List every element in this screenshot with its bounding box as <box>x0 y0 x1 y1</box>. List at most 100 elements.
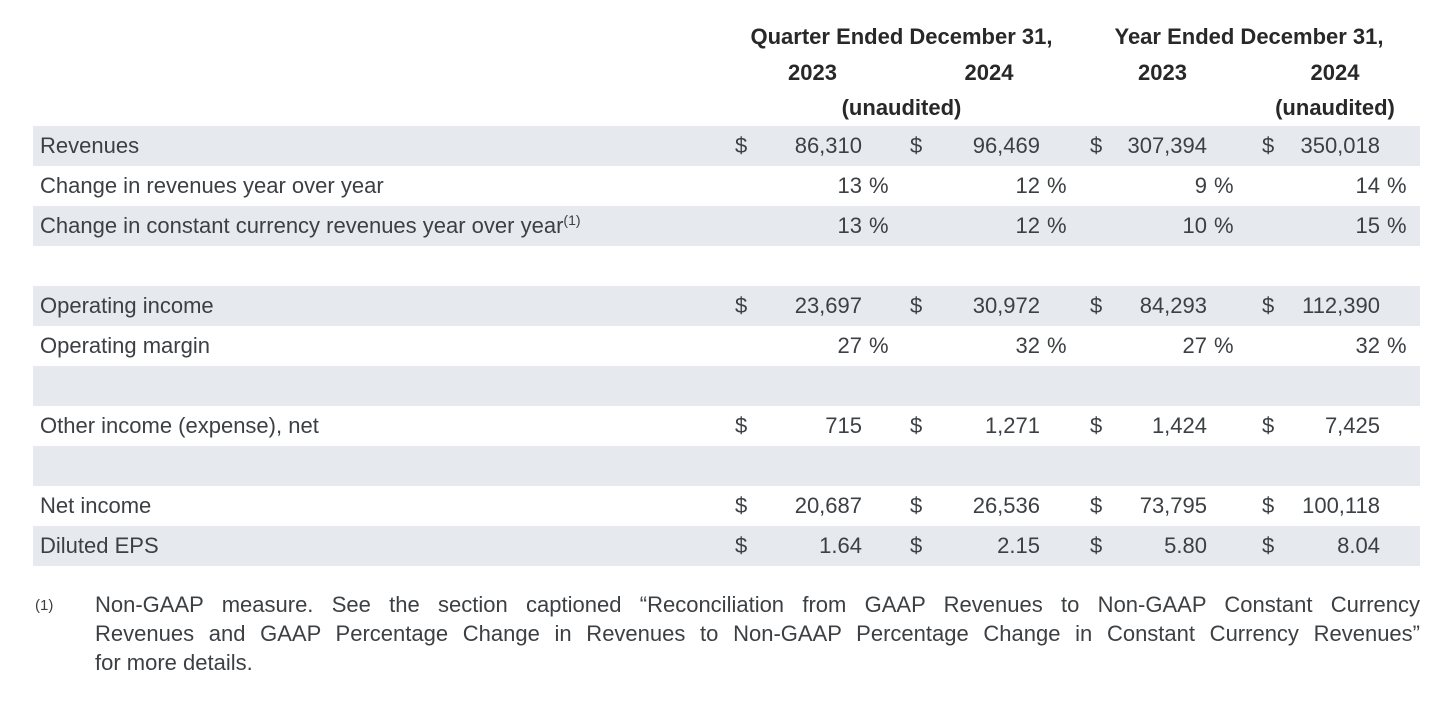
cell-value <box>934 366 1040 406</box>
cell-value <box>759 366 862 406</box>
cell-year-2024: $350,018 <box>1262 126 1408 166</box>
percent-sign <box>1040 486 1068 526</box>
cell-quarter-2024: 12% <box>910 206 1068 246</box>
currency-symbol <box>910 246 934 286</box>
table-row <box>33 366 1420 406</box>
currency-symbol <box>1262 326 1286 366</box>
currency-symbol: $ <box>910 293 923 318</box>
currency-symbol: $ <box>910 413 923 438</box>
currency-symbol <box>735 326 759 366</box>
row-label: Revenues <box>33 126 735 166</box>
currency-symbol <box>1090 326 1114 366</box>
cell-year-2023: $84,293 <box>1090 286 1235 326</box>
cell-value: 96,469 <box>972 133 1040 158</box>
percent-sign <box>1380 486 1408 526</box>
table-row: Operating margin 27% 32% 27% 32% <box>33 326 1420 366</box>
percent-sign: % <box>1387 333 1407 358</box>
table-row: Net income $20,687 $26,536 $73,795 $100,… <box>33 486 1420 526</box>
row-label-text: Revenues <box>40 133 140 158</box>
percent-sign: % <box>1387 173 1407 198</box>
cell-value: 7,425 <box>1324 413 1380 438</box>
cell-year-2023: 27% <box>1090 326 1235 366</box>
percent-sign <box>1380 246 1408 286</box>
unaudited-label-quarter: (unaudited) <box>841 95 962 120</box>
percent-sign <box>862 526 890 566</box>
cell-value: 27 <box>837 333 862 358</box>
table-row: Other income (expense), net $715 $1,271 … <box>33 406 1420 446</box>
cell-quarter-2023: $86,310 <box>735 126 890 166</box>
currency-symbol <box>1262 206 1286 246</box>
row-label <box>33 446 735 486</box>
unaudited-label-year: (unaudited) <box>1275 95 1395 120</box>
percent-sign: % <box>1214 333 1234 358</box>
earnings-summary-document: Quarter Ended December 31, Year Ended De… <box>33 0 1420 677</box>
percent-sign <box>1207 286 1235 326</box>
percent-sign <box>862 446 890 486</box>
percent-sign: % <box>1047 333 1067 358</box>
percent-sign <box>862 486 890 526</box>
currency-symbol: $ <box>1090 293 1103 318</box>
table-row <box>33 446 1420 486</box>
cell-value <box>934 446 1040 486</box>
table-body: Revenues $86,310 $96,469 $307,394 $350,0… <box>33 126 1420 566</box>
currency-symbol: $ <box>910 493 923 518</box>
quarter-ended-title: Quarter Ended December 31, <box>750 24 1053 49</box>
percent-sign <box>1207 526 1235 566</box>
period-title-row: Quarter Ended December 31, Year Ended De… <box>33 18 1420 56</box>
percent-sign <box>1040 366 1068 406</box>
cell-year-2023: $73,795 <box>1090 486 1235 526</box>
currency-symbol <box>910 206 934 246</box>
row-label: Operating income <box>33 286 735 326</box>
currency-symbol: $ <box>1262 293 1275 318</box>
currency-symbol <box>1090 246 1114 286</box>
cell-value <box>934 246 1040 286</box>
cell-value <box>1114 246 1207 286</box>
table-row: Diluted EPS $1.64 $2.15 $5.80 $8.04 <box>33 526 1420 566</box>
currency-symbol <box>910 166 934 206</box>
cell-value: 2.15 <box>997 533 1040 558</box>
currency-symbol: $ <box>1090 533 1103 558</box>
percent-sign <box>1040 286 1068 326</box>
cell-year-2024 <box>1262 446 1408 486</box>
percent-sign <box>1040 246 1068 286</box>
unaudited-row: (unaudited) (unaudited) <box>33 90 1420 126</box>
cell-value: 715 <box>825 413 862 438</box>
cell-quarter-2024: $30,972 <box>910 286 1068 326</box>
currency-symbol: $ <box>1090 413 1103 438</box>
cell-value <box>1114 446 1207 486</box>
footnote-line: Non-GAAP measure. See the section captio… <box>95 592 1420 617</box>
cell-value: 307,394 <box>1127 133 1207 158</box>
cell-year-2023: 10% <box>1090 206 1235 246</box>
cell-value: 9 <box>1194 173 1207 198</box>
cell-value: 32 <box>1355 333 1380 358</box>
currency-symbol: $ <box>735 533 748 558</box>
cell-year-2024: 14% <box>1262 166 1408 206</box>
currency-symbol <box>1262 446 1286 486</box>
cell-year-2024: $7,425 <box>1262 406 1408 446</box>
table-row: Change in revenues year over year 13% 12… <box>33 166 1420 206</box>
cell-value <box>759 246 862 286</box>
column-year-2023: 2023 <box>1138 60 1187 85</box>
currency-symbol <box>1262 366 1286 406</box>
currency-symbol: $ <box>1262 133 1275 158</box>
row-label: Operating margin <box>33 326 735 366</box>
currency-symbol: $ <box>735 293 748 318</box>
percent-sign <box>862 246 890 286</box>
percent-sign <box>1040 446 1068 486</box>
cell-year-2023: 9% <box>1090 166 1235 206</box>
table-row: Change in constant currency revenues yea… <box>33 206 1420 246</box>
percent-sign <box>862 126 890 166</box>
percent-sign: % <box>1047 173 1067 198</box>
cell-value <box>1286 446 1380 486</box>
percent-sign <box>1380 286 1408 326</box>
percent-sign <box>1207 486 1235 526</box>
percent-sign: % <box>1387 213 1407 238</box>
cell-value: 112,390 <box>1302 293 1380 318</box>
cell-value: 73,795 <box>1139 493 1207 518</box>
percent-sign <box>1040 526 1068 566</box>
currency-symbol <box>910 366 934 406</box>
currency-symbol: $ <box>1262 493 1275 518</box>
percent-sign <box>1207 246 1235 286</box>
cell-value: 13 <box>837 173 862 198</box>
cell-quarter-2024 <box>910 446 1068 486</box>
